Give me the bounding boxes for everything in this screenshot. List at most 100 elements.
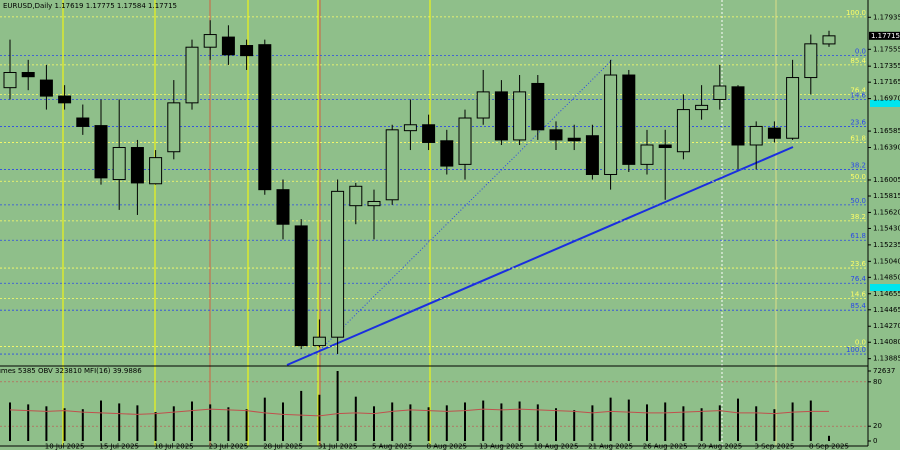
candle-body [312,336,326,347]
candle-body [676,109,690,153]
mfi-line [9,408,830,417]
axis-marker [870,100,900,107]
fib-label: 61.8 [850,232,866,240]
candle-body [549,129,563,141]
candle-body [731,86,745,146]
y-tick-label: 1.15815 [873,192,900,200]
candle-body [567,137,581,142]
fib-base-line [319,59,613,351]
y-tick-label: 20 [873,422,882,430]
candle-body [713,85,727,100]
candle-body [604,74,618,175]
candle-body [221,36,235,56]
x-tick-label: 28 Jul 2025 [263,443,303,450]
fib-label: 50.0 [850,173,866,181]
y-tick-label: 1.14655 [873,290,900,298]
candle-body [658,144,672,149]
panel-title: Volumes 5385 OBV 323810 MFI(16) 39.9886 [0,367,142,375]
candle-body [3,71,17,89]
candle-body [240,45,254,57]
fib-label: 23.6 [850,260,866,268]
y-tick-label: 80 [873,378,882,386]
y2-tick-label: 72637 [873,367,895,375]
x-tick-label: 10 Jul 2025 [45,443,85,450]
y-tick-label: 1.15040 [873,257,900,265]
x-tick-label: 15 Jul 2025 [99,443,139,450]
fib-label: 14.6 [850,290,866,298]
y-tick-label: 1.16005 [873,176,900,184]
candle-body [294,225,308,347]
month-separators [209,0,321,446]
y-tick-label: 1.17355 [873,62,900,70]
fib-label: 14.6 [850,91,866,99]
y-tick-label: 1.14465 [873,306,900,314]
y-tick-label: 1.14080 [873,338,900,346]
last-price-box [869,31,900,40]
y-tick-label: 1.16585 [873,127,900,135]
candle-body [403,124,417,132]
x-tick-label: 3 Sep 2025 [754,443,794,450]
x-tick-label: 8 Sep 2025 [809,443,849,450]
fib-label: 50.0 [850,197,866,205]
axis-marker [870,284,900,291]
candle-body [767,127,781,139]
fib-label: 85.4 [850,57,866,65]
x-tick-label: 29 Aug 2025 [697,443,742,450]
fib-label: 85.4 [850,302,866,310]
candle-body [458,117,472,165]
candle-body [749,125,763,146]
fib-label: 0.0 [855,48,866,56]
x-tick-label: 8 Aug 2025 [427,443,467,450]
x-tick-label: 18 Aug 2025 [534,443,579,450]
fib-label: 76.4 [850,86,866,94]
fib-label: 38.2 [850,161,866,169]
candle-body [21,71,35,78]
y-tick-label: 1.14270 [873,322,900,330]
x-tick-label: 5 Aug 2025 [372,443,412,450]
y-tick-label: 1.17555 [873,45,900,53]
candle-body [130,147,144,184]
x-tick-label: 18 Jul 2025 [154,443,194,450]
candle-body [258,44,272,191]
candle-body [203,34,217,48]
x-tick-label: 26 Aug 2025 [643,443,688,450]
candle-body [513,91,527,141]
candle-body [276,189,290,225]
last-price-label: 1.17715 [871,32,900,40]
candle-body [349,185,363,207]
y-tick-label: 1.14850 [873,273,900,281]
candle-body [440,140,454,167]
fib-label: 38.2 [850,213,866,221]
candle-body [622,74,636,165]
fib-label: 76.4 [850,275,866,283]
y-tick-label: 1.17165 [873,78,900,86]
y-tick-label: 1.13885 [873,355,900,363]
candle-body [786,77,800,139]
candle-body [476,91,490,119]
y-tick-label: 1.15430 [873,224,900,232]
x-tick-label: 23 Jul 2025 [209,443,249,450]
candle-body [94,125,108,179]
candle-body [640,144,654,165]
y-tick-label: 1.16390 [873,144,900,152]
trend-line [286,146,794,366]
candle-body [804,43,818,79]
x-tick-label: 31 Jul 2025 [318,443,358,450]
x-tick-label: 21 Aug 2025 [588,443,633,450]
x-tick-label: 13 Aug 2025 [479,443,524,450]
y-tick-label: 0 [873,437,877,445]
candle-body [422,124,436,143]
period-separators [62,0,777,446]
fib-label: 61.8 [850,134,866,142]
candle-body [822,35,836,45]
fib-label: 0.0 [855,338,866,346]
candle-body [531,82,545,131]
candle-body [494,91,508,141]
y-tick-label: 1.15620 [873,208,900,216]
y-tick-label: 1.16970 [873,95,900,103]
candle-body [167,102,181,153]
candle-body [76,117,90,127]
